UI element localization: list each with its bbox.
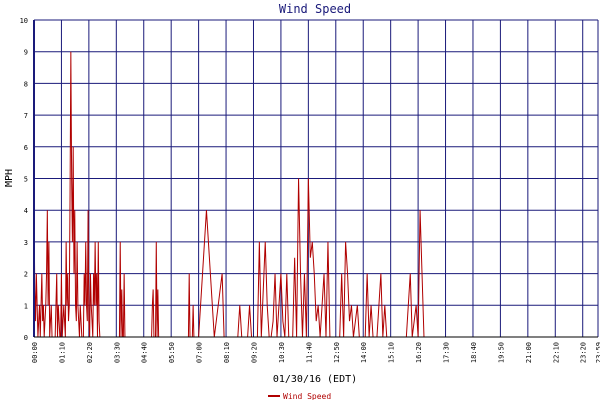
x-tick-label: 21:00 <box>525 342 533 363</box>
x-tick-label: 02:20 <box>86 342 94 363</box>
y-tick-label: 2 <box>24 271 28 279</box>
x-tick-label: 07:00 <box>196 342 204 363</box>
x-tick-label: 11:40 <box>305 342 313 363</box>
x-tick-label: 09:20 <box>250 342 258 363</box>
y-tick-label: 5 <box>24 176 28 184</box>
legend-label-wind-speed: Wind Speed <box>283 392 331 400</box>
axes <box>33 20 598 338</box>
y-axis-label: MPH <box>4 169 15 187</box>
x-tick-label: 17:30 <box>443 342 451 363</box>
y-tick-label: 1 <box>24 302 28 310</box>
x-tick-label: 19:50 <box>497 342 505 363</box>
x-tick-label: 01:10 <box>58 342 66 363</box>
x-tick-labels: 00:00 01:10 02:20 03:30 04:40 05:50 07:00 08:10… <box>31 342 600 363</box>
x-tick-label: 04:40 <box>141 342 149 363</box>
x-tick-label: 23:59 <box>595 342 600 363</box>
y-tick-label: 0 <box>24 334 28 342</box>
y-tick-label: 10 <box>20 17 28 25</box>
x-tick-label: 18:40 <box>470 342 478 363</box>
x-tick-label: 03:30 <box>113 342 121 363</box>
chart-title: Wind Speed <box>279 2 351 16</box>
y-tick-labels: 0 1 2 3 4 5 6 7 8 9 10 <box>20 17 28 342</box>
x-tick-label: 12:50 <box>333 342 341 363</box>
legend: Wind Speed <box>268 392 331 400</box>
x-tick-label: 05:50 <box>168 342 176 363</box>
x-tick-label: 16:20 <box>415 342 423 363</box>
y-tick-label: 4 <box>24 207 28 215</box>
x-axis-label: 01/30/16 (EDT) <box>273 374 357 385</box>
x-tick-label: 23:20 <box>580 342 588 363</box>
y-tick-label: 7 <box>24 112 28 120</box>
y-tick-label: 6 <box>24 144 28 152</box>
x-tick-label: 15:10 <box>388 342 396 363</box>
x-tick-label: 22:10 <box>552 342 560 363</box>
x-tick-label: 08:10 <box>223 342 231 363</box>
y-tick-label: 9 <box>24 49 28 57</box>
y-tick-label: 8 <box>24 80 28 88</box>
x-tick-label: 14:00 <box>360 342 368 363</box>
y-tick-label: 3 <box>24 239 28 247</box>
x-tick-label: 00:00 <box>31 342 39 363</box>
x-tick-label: 10:30 <box>278 342 286 363</box>
